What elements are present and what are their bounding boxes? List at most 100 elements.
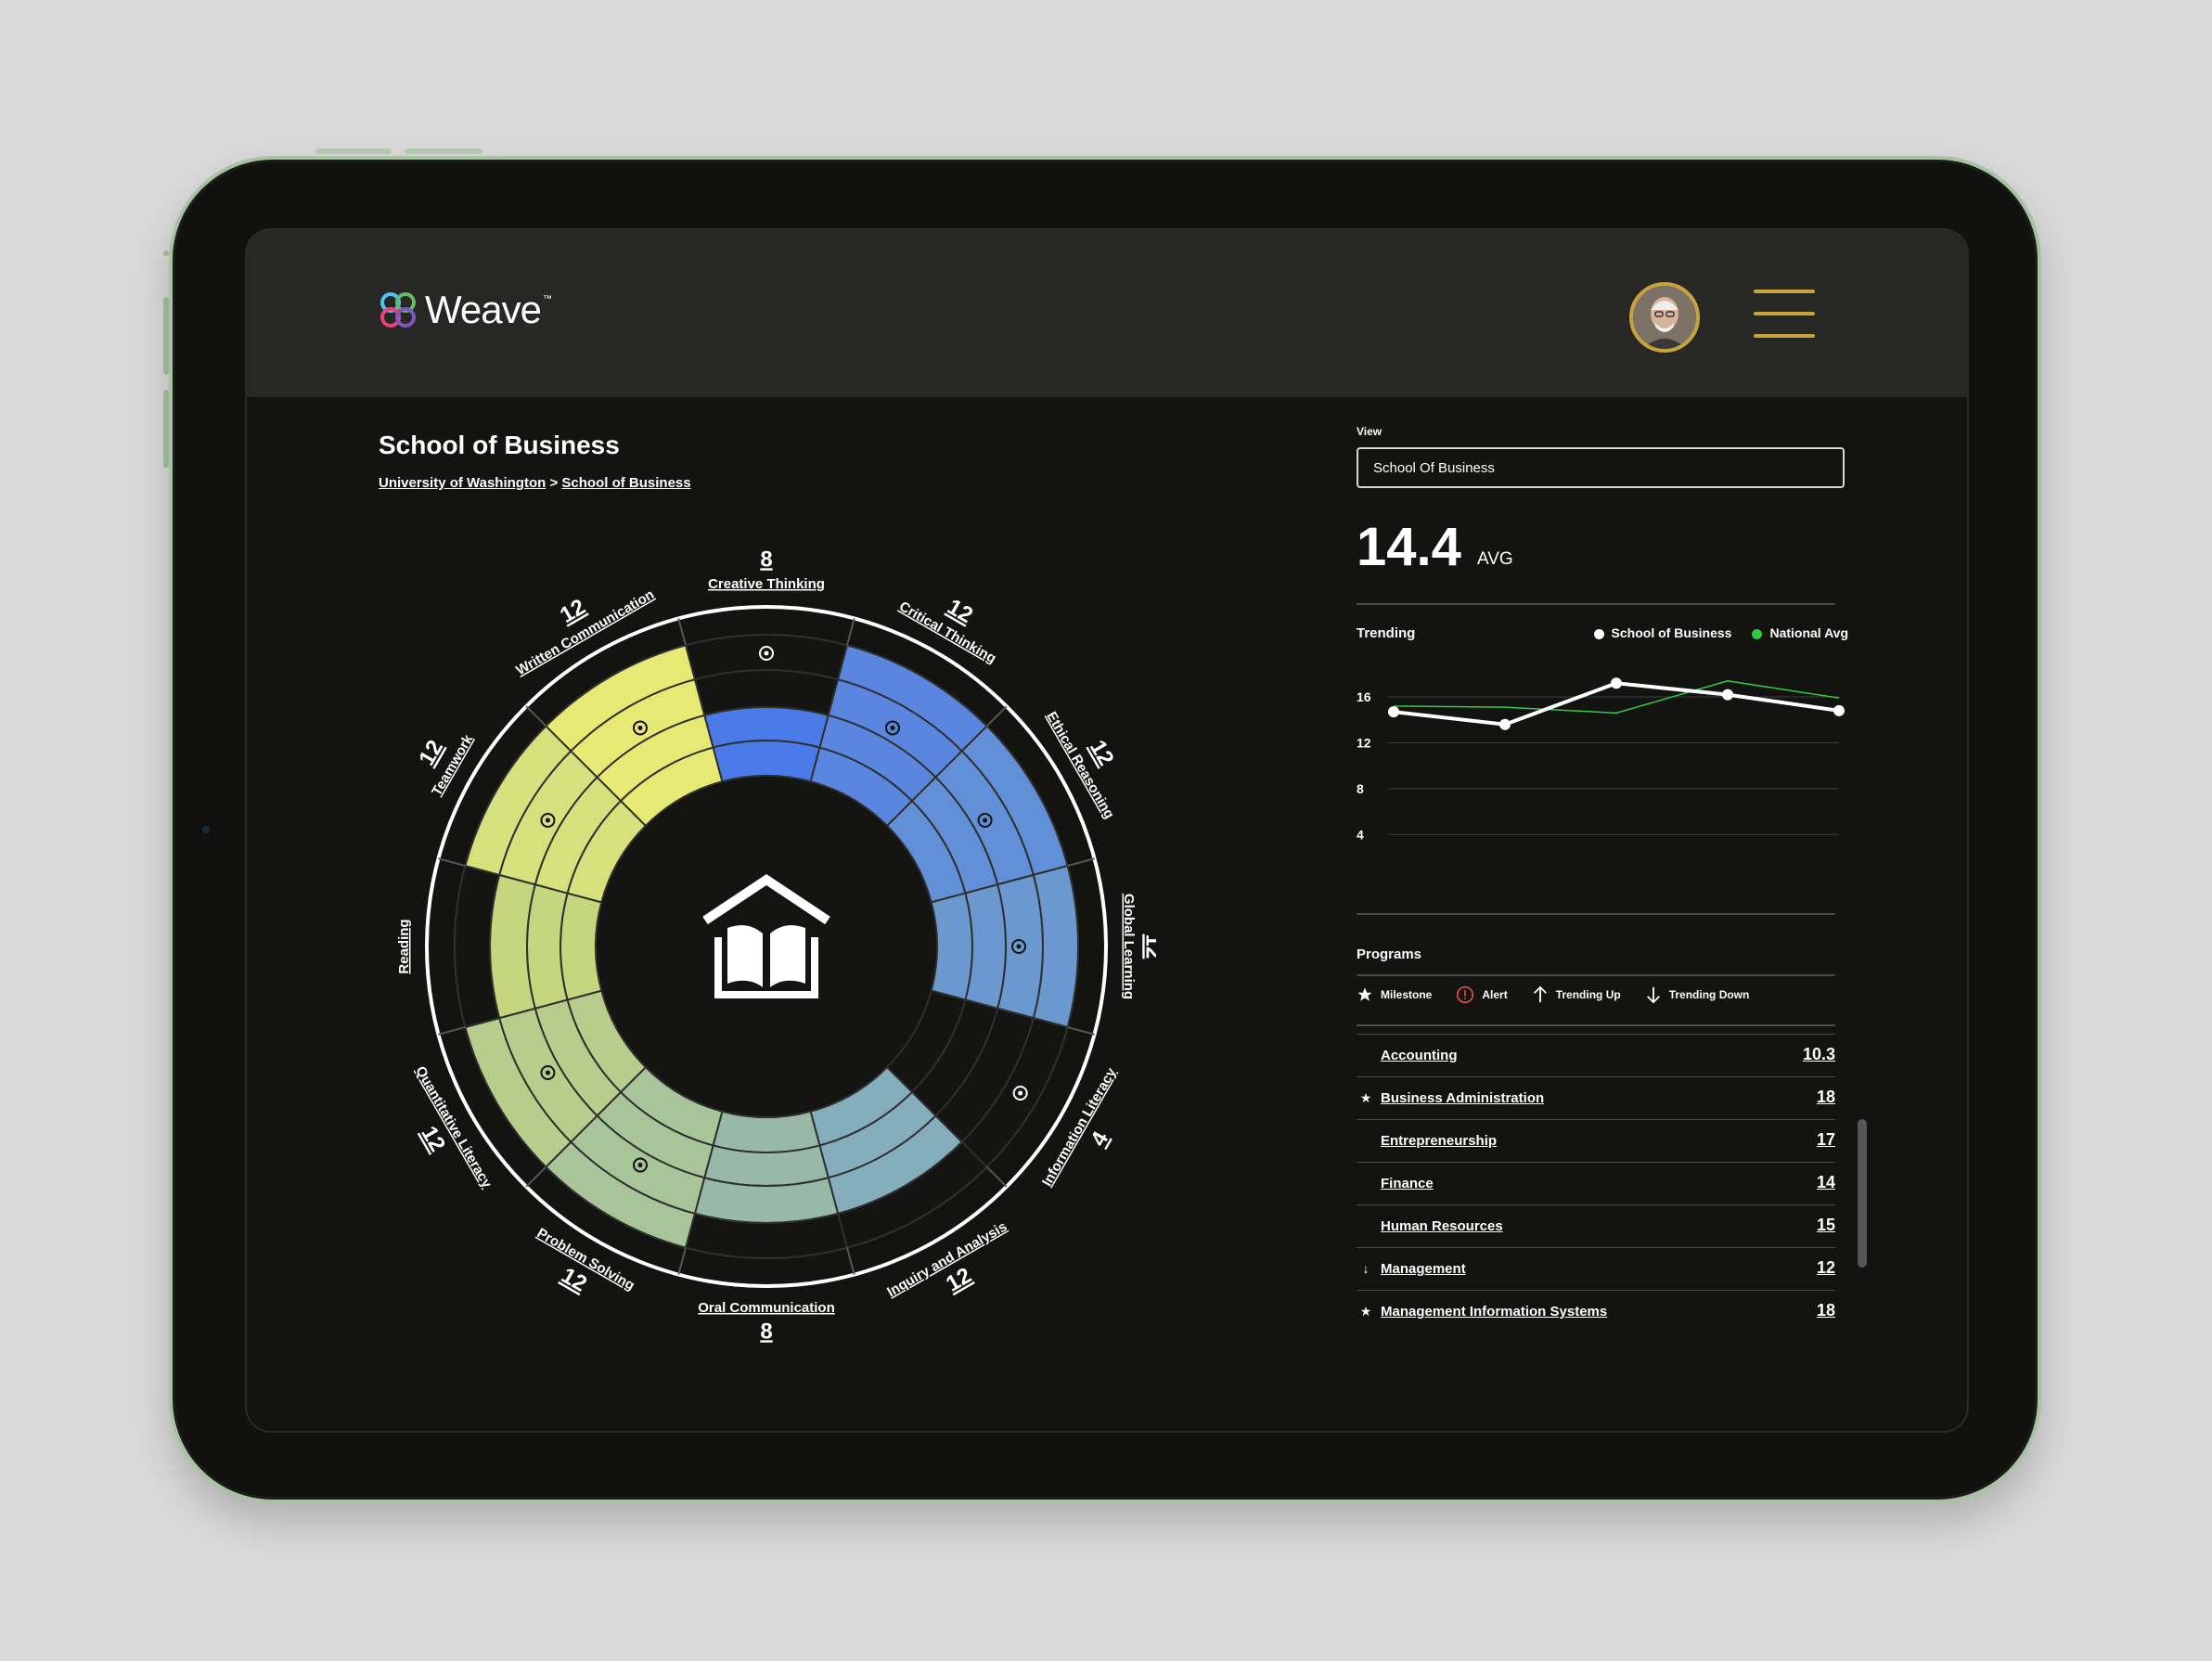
star-icon bbox=[1357, 987, 1372, 1001]
program-status-icon: ★ bbox=[1359, 1090, 1372, 1105]
arrow-down-icon bbox=[1646, 986, 1660, 1004]
legend-alert: Alert bbox=[1456, 985, 1508, 1004]
y-tick-label: 4 bbox=[1357, 827, 1364, 842]
target-dot bbox=[890, 725, 895, 730]
programs-scrollbar[interactable] bbox=[1858, 1119, 1867, 1268]
breadcrumb: University of Washington > School of Bus… bbox=[379, 475, 691, 491]
program-row[interactable]: Human Resources 15 bbox=[1357, 1204, 1835, 1247]
target-icon[interactable] bbox=[540, 813, 556, 828]
divider bbox=[1357, 603, 1835, 605]
wheel-center bbox=[598, 778, 935, 1115]
divider bbox=[1357, 974, 1835, 976]
competency-label[interactable]: Creative Thinking bbox=[708, 576, 825, 592]
average-label: AVG bbox=[1477, 549, 1513, 569]
program-score: 10.3 bbox=[1802, 1045, 1835, 1063]
programs-label: Programs bbox=[1357, 946, 1422, 962]
target-icon[interactable] bbox=[540, 1065, 556, 1080]
user-avatar[interactable] bbox=[1629, 282, 1700, 353]
program-name-link[interactable]: Entrepreneurship bbox=[1381, 1133, 1498, 1149]
target-dot bbox=[545, 818, 550, 823]
device-button bbox=[315, 148, 392, 154]
trend-chart: 16128420181920212022 bbox=[1357, 677, 1845, 842]
page-title: School of Business bbox=[379, 431, 620, 459]
breadcrumb-link-school[interactable]: School of Business bbox=[561, 475, 691, 491]
target-dot bbox=[764, 650, 769, 656]
competency-label[interactable]: Inquiry and Analysis bbox=[884, 1218, 1010, 1300]
wheel-divider bbox=[1067, 1025, 1095, 1036]
view-label: View bbox=[1357, 425, 1382, 438]
competency-label[interactable]: Oral Communication bbox=[698, 1300, 835, 1316]
program-name-link[interactable]: Accounting bbox=[1381, 1048, 1458, 1063]
target-icon[interactable] bbox=[977, 813, 993, 828]
wheel-divider bbox=[985, 1165, 1008, 1188]
program-name-link[interactable]: Human Resources bbox=[1381, 1218, 1503, 1234]
series-point[interactable] bbox=[1722, 689, 1733, 701]
logo-trademark: ™ bbox=[542, 293, 552, 304]
wheel-segment[interactable] bbox=[885, 705, 1069, 904]
view-select[interactable]: School Of Business bbox=[1357, 447, 1845, 488]
program-row[interactable]: ★ Business Administration 18 bbox=[1357, 1076, 1835, 1119]
divider bbox=[1357, 913, 1835, 915]
divider bbox=[1357, 1024, 1835, 1026]
target-icon[interactable] bbox=[466, 939, 481, 954]
device-button bbox=[163, 297, 169, 375]
series-point[interactable] bbox=[1388, 706, 1399, 718]
legend-school: School of Business bbox=[1593, 625, 1731, 640]
target-dot bbox=[470, 944, 476, 949]
competency-label[interactable]: Reading bbox=[396, 919, 412, 973]
wheel-segment[interactable] bbox=[885, 989, 1095, 1169]
target-icon[interactable] bbox=[633, 1157, 648, 1173]
breadcrumb-link-university[interactable]: University of Washington bbox=[379, 475, 547, 491]
legend-dot-icon bbox=[1593, 628, 1604, 639]
target-icon[interactable] bbox=[759, 646, 774, 661]
legend-trending-down-label: Trending Down bbox=[1668, 988, 1750, 1001]
wheel-divider bbox=[525, 1165, 547, 1188]
wheel-band bbox=[559, 892, 603, 1001]
wheel-segment[interactable] bbox=[930, 857, 1095, 1029]
program-name-link[interactable]: Business Administration bbox=[1381, 1090, 1545, 1106]
program-row[interactable]: Finance 14 bbox=[1357, 1162, 1835, 1204]
wheel-segment[interactable] bbox=[809, 618, 989, 828]
series-point[interactable] bbox=[1833, 704, 1845, 716]
target-dot bbox=[983, 818, 988, 823]
program-row[interactable]: ★ Management Information Systems 18 bbox=[1357, 1290, 1835, 1333]
target-icon[interactable] bbox=[633, 720, 648, 736]
program-name-link[interactable]: Finance bbox=[1381, 1176, 1434, 1191]
series-line bbox=[1393, 681, 1840, 727]
device-button bbox=[163, 251, 169, 256]
target-icon[interactable] bbox=[885, 720, 900, 736]
wheel-divider bbox=[438, 857, 466, 868]
program-row[interactable]: Accounting 10.3 bbox=[1357, 1034, 1835, 1076]
program-row[interactable]: Entrepreneurship 17 bbox=[1357, 1119, 1835, 1162]
target-icon[interactable] bbox=[906, 1192, 920, 1208]
series-point[interactable] bbox=[1499, 718, 1511, 730]
program-name-link[interactable]: Management Information Systems bbox=[1381, 1304, 1608, 1320]
series-point[interactable] bbox=[1611, 677, 1622, 689]
target-dot bbox=[1018, 1090, 1023, 1096]
alert-icon bbox=[1457, 985, 1474, 1004]
target-icon[interactable] bbox=[1011, 939, 1026, 954]
wheel-divider bbox=[1067, 857, 1095, 868]
program-score: 17 bbox=[1816, 1130, 1835, 1149]
legend-milestone: Milestone bbox=[1357, 986, 1432, 1003]
competency-label[interactable]: Global Learning bbox=[1121, 894, 1137, 999]
hamburger-menu-icon[interactable] bbox=[1754, 290, 1815, 338]
program-score: 15 bbox=[1816, 1216, 1835, 1234]
wheel-segment[interactable] bbox=[438, 864, 603, 1036]
legend-trending-up-label: Trending Up bbox=[1555, 988, 1621, 1001]
wheel-divider bbox=[677, 1247, 688, 1275]
target-icon[interactable] bbox=[1012, 1086, 1028, 1101]
program-score: 12 bbox=[1816, 1258, 1835, 1277]
camera-icon bbox=[202, 826, 210, 833]
wheel-outer-ring bbox=[425, 605, 1108, 1288]
weave-logo[interactable]: Weave ™ bbox=[379, 288, 552, 332]
legend-trending-down: Trending Down bbox=[1645, 985, 1750, 1004]
competency-label[interactable]: Information Literacy bbox=[1039, 1064, 1120, 1189]
wheel-segment[interactable] bbox=[525, 644, 724, 828]
wheel-segment[interactable] bbox=[544, 1065, 724, 1275]
target-icon[interactable] bbox=[759, 1232, 774, 1247]
program-name-link[interactable]: Management bbox=[1381, 1261, 1466, 1277]
program-row[interactable]: ↓ Management 12 bbox=[1357, 1247, 1835, 1290]
wheel-segment[interactable] bbox=[464, 989, 648, 1188]
wheel-band bbox=[712, 1110, 821, 1154]
